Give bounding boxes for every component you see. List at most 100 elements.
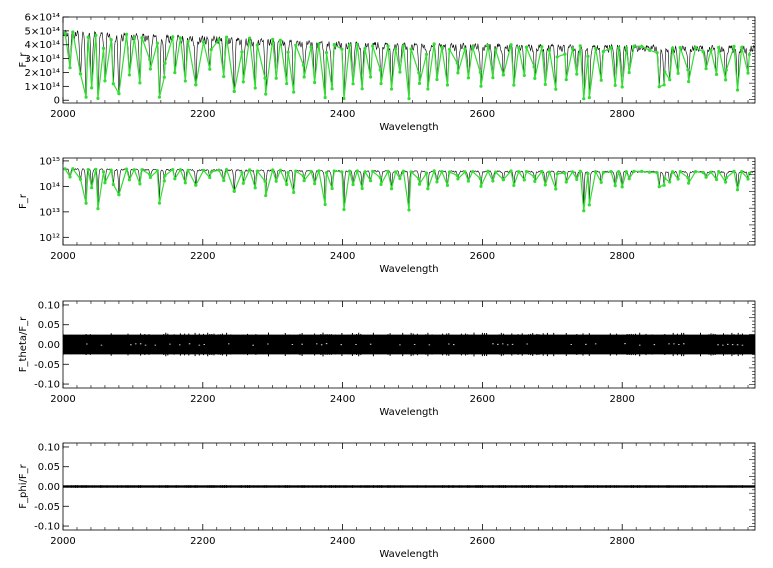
fit-point (491, 76, 495, 80)
fit-point (479, 84, 483, 88)
fit-point (208, 67, 212, 71)
fit-point (555, 172, 559, 176)
y-tick-label: 4×10¹⁴ (25, 40, 60, 51)
fit-point (714, 177, 719, 182)
fit-point (217, 168, 221, 172)
fit-point (351, 182, 355, 187)
fit-point (148, 67, 152, 71)
fit-point (747, 52, 752, 57)
fit-point (478, 70, 482, 74)
fit-point (555, 55, 559, 59)
fit-point (301, 174, 306, 178)
fit-point (564, 180, 568, 184)
fit-point (96, 96, 100, 100)
x-axis-title: Wavelength (379, 549, 438, 560)
fit-point (575, 72, 579, 76)
fit-point (163, 173, 167, 178)
fit-point (491, 179, 495, 183)
fit-point (466, 179, 471, 183)
x-axis-title: Wavelength (379, 407, 438, 418)
fit-point (471, 169, 475, 174)
fit-point (424, 171, 429, 175)
fit-point (440, 169, 444, 174)
fit-point (101, 170, 106, 174)
fit-point (264, 193, 268, 198)
fit-point (624, 46, 628, 50)
fit-point (386, 44, 390, 48)
fit-point (332, 169, 336, 173)
fit-point (162, 179, 166, 183)
fit-point (324, 171, 329, 175)
fit-point (347, 169, 352, 173)
fit-point (632, 169, 636, 173)
fit-point (532, 175, 536, 179)
fit-point (426, 187, 430, 191)
fit-point (138, 81, 142, 85)
y-tick-label: 10¹⁵ (39, 156, 60, 167)
fit-point (657, 185, 661, 189)
x-tick-label: 2400 (330, 251, 355, 262)
fit-point (732, 169, 736, 173)
fit-point (274, 179, 278, 183)
fit-point (693, 170, 698, 174)
fit-point (224, 35, 229, 39)
fit-point (662, 83, 666, 87)
fit-point (360, 87, 364, 91)
fit-point (313, 182, 317, 186)
y-tick-label: 5×10¹⁴ (25, 26, 60, 37)
fit-point (724, 78, 728, 82)
fit-point (103, 79, 107, 83)
fit-line (64, 31, 751, 99)
fit-point (363, 170, 367, 174)
fit-point (323, 202, 327, 207)
fit-point (347, 43, 352, 47)
fit-point (587, 96, 591, 100)
fit-point (717, 45, 721, 50)
fit-point (570, 170, 575, 174)
chart-panels: 2000 2200 2400 2600 2800 0 1×10¹⁴ 2×10¹⁴ 3×10¹⁴ 4… (18, 13, 756, 560)
fit-point (140, 36, 144, 40)
fit-point (540, 169, 544, 174)
fit-point (724, 176, 728, 180)
fit-point (632, 44, 636, 48)
fit-point (294, 43, 298, 47)
fit-point (640, 169, 644, 173)
fit-point (241, 181, 245, 185)
fit-point (162, 75, 166, 79)
x-tick-label: 2800 (609, 394, 634, 405)
fit-point (178, 168, 183, 172)
x-tick-label: 2800 (609, 536, 634, 547)
fit-point (599, 78, 603, 82)
fit-point (201, 168, 206, 173)
fit-point (479, 184, 483, 188)
fit-point (78, 177, 83, 181)
fit-point (704, 67, 708, 71)
fit-point (704, 175, 708, 179)
fit-point (440, 45, 444, 49)
fit-point (209, 170, 213, 174)
fit-point (109, 38, 113, 42)
fit-point (717, 169, 721, 174)
y-axis-title: F_phi/F_r (18, 463, 29, 508)
fit-point (84, 201, 88, 205)
fit-point (724, 180, 728, 184)
fit-point (746, 71, 750, 75)
x-tick-label: 2600 (470, 109, 495, 120)
y-tick-label: 10¹³ (39, 207, 60, 218)
fit-point (435, 77, 439, 82)
fit-point (186, 168, 190, 172)
fit-point (264, 92, 268, 96)
fit-point (714, 72, 719, 77)
fit-point (501, 178, 505, 182)
x-tick-label: 2800 (609, 109, 634, 120)
fit-point (609, 46, 613, 50)
fit-point (285, 182, 289, 186)
fit-point (68, 175, 72, 179)
fit-point (240, 50, 244, 54)
fit-point (163, 61, 167, 65)
fit-point (63, 31, 67, 35)
y-tick-label: 1×10¹⁴ (25, 82, 60, 93)
fit-point (564, 78, 568, 82)
fit-point (371, 44, 375, 48)
